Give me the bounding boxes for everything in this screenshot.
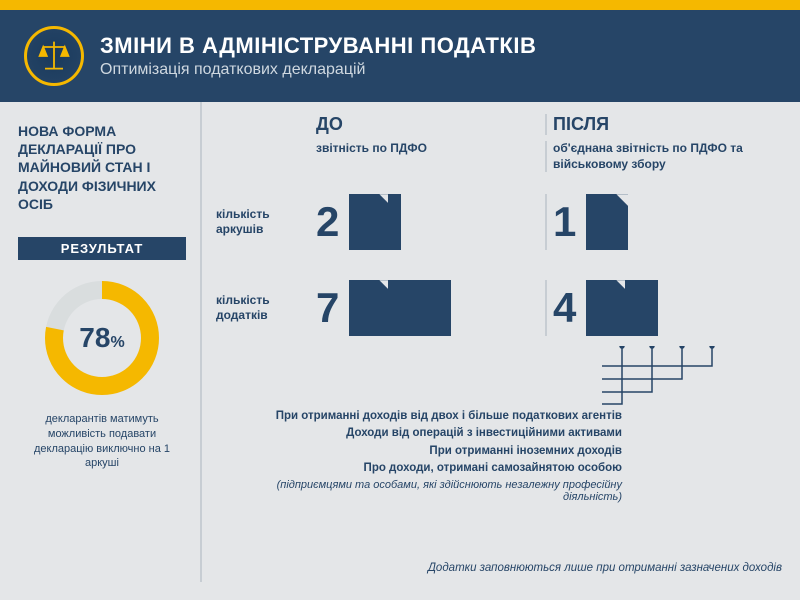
cell-sheets-before: 2 (310, 194, 545, 250)
sheets-before-value: 2 (316, 198, 339, 246)
document-icon (645, 280, 658, 336)
column-subtitles: звітність по ПДФО об'єднана звітність по… (216, 141, 782, 172)
percent-sign: % (110, 334, 124, 351)
before-subtitle: звітність по ПДФО (310, 141, 545, 172)
cell-attachments-after: 4 (545, 280, 782, 336)
right-panel: ДО ПІСЛЯ звітність по ПДФО об'єднана зві… (200, 102, 800, 582)
note-line: Доходи від операцій з інвестиційними акт… (216, 425, 782, 442)
header-subtitle: Оптимізація податкових декларацій (100, 61, 536, 79)
note-line: Про доходи, отримані самозайнятою особою (216, 460, 782, 477)
footer-note: Додатки заповнюються лише при отриманні … (428, 562, 782, 574)
header-title: ЗМІНИ В АДМІНІСТРУВАННІ ПОДАТКІВ (100, 33, 536, 59)
document-icon (349, 194, 391, 250)
row-sheets-label: кількість аркушів (216, 207, 310, 238)
after-subtitle: об'єднана звітність по ПДФО та військово… (545, 141, 782, 172)
sheets-after-value: 1 (553, 198, 576, 246)
document-icon (388, 194, 401, 250)
col-before: ДО (310, 114, 545, 135)
document-icon (586, 280, 628, 336)
panel-divider (200, 102, 202, 582)
percent-number: 78 (79, 322, 110, 353)
connector-arrows (216, 350, 782, 408)
donut-percent-label: 78% (18, 322, 186, 354)
result-description: декларантів матимуть можливість подавати… (18, 412, 186, 471)
top-accent-bar (0, 0, 800, 10)
column-headers: ДО ПІСЛЯ (216, 114, 782, 135)
cell-attachments-before: 7 (310, 280, 545, 336)
document-icon (438, 280, 451, 336)
note-line: При отриманні іноземних доходів (216, 443, 782, 460)
header: ЗМІНИ В АДМІНІСТРУВАННІ ПОДАТКІВ Оптиміз… (0, 10, 800, 102)
cell-sheets-after: 1 (545, 194, 782, 250)
main-content: НОВА ФОРМА ДЕКЛАРАЦІЇ ПРО МАЙНОВИЙ СТАН … (0, 102, 800, 582)
attachments-before-value: 7 (316, 284, 339, 332)
document-icon (349, 280, 391, 336)
attachments-after-value: 4 (553, 284, 576, 332)
left-panel: НОВА ФОРМА ДЕКЛАРАЦІЇ ПРО МАЙНОВИЙ СТАН … (0, 102, 200, 582)
notes-list: При отриманні доходів від двох і більше … (216, 408, 782, 477)
document-icon (586, 194, 628, 250)
row-sheets: кількість аркушів 2 1 (216, 186, 782, 258)
left-title: НОВА ФОРМА ДЕКЛАРАЦІЇ ПРО МАЙНОВИЙ СТАН … (18, 122, 186, 213)
donut-chart: 78% (18, 278, 186, 398)
row-attachments: кількість додатків 7 4 (216, 272, 782, 344)
logo-emblem (24, 26, 84, 86)
scales-icon (36, 38, 72, 74)
notes-italic: (підприємцями та особами, які здійснюють… (216, 479, 782, 503)
col-after: ПІСЛЯ (545, 114, 782, 135)
row-attachments-label: кількість додатків (216, 293, 310, 324)
result-badge: РЕЗУЛЬТАТ (18, 237, 186, 260)
